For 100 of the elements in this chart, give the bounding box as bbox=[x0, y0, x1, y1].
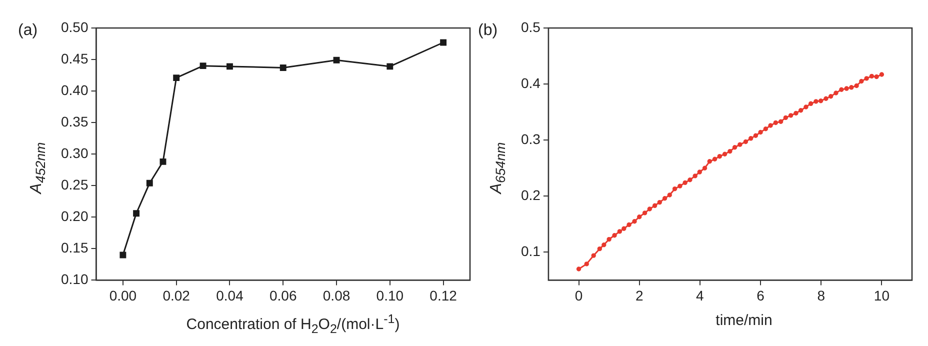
point bbox=[576, 266, 582, 272]
point bbox=[854, 83, 859, 88]
point bbox=[728, 148, 732, 154]
point bbox=[732, 145, 738, 150]
point bbox=[657, 200, 662, 205]
y-tick-label: 0.5 bbox=[520, 18, 541, 35]
point bbox=[280, 64, 286, 71]
point bbox=[869, 74, 874, 79]
point bbox=[622, 226, 626, 231]
point bbox=[591, 253, 596, 258]
point bbox=[712, 156, 718, 162]
y-tick-label: 0.2 bbox=[520, 186, 541, 203]
point bbox=[849, 85, 854, 90]
point bbox=[717, 154, 722, 159]
point bbox=[748, 136, 754, 141]
point bbox=[672, 186, 678, 192]
point bbox=[794, 110, 798, 116]
y-tick-label: 0.10 bbox=[61, 271, 88, 288]
point bbox=[768, 123, 773, 128]
point bbox=[879, 72, 884, 77]
point bbox=[692, 174, 698, 178]
point bbox=[636, 214, 642, 220]
point bbox=[773, 120, 778, 126]
point bbox=[788, 113, 794, 118]
point bbox=[804, 104, 808, 110]
point bbox=[839, 87, 844, 92]
point bbox=[652, 203, 658, 208]
x-tick-label: 2 bbox=[635, 287, 644, 304]
point bbox=[702, 166, 708, 170]
point bbox=[602, 242, 606, 248]
point bbox=[844, 86, 849, 91]
point bbox=[818, 98, 824, 104]
point bbox=[662, 196, 668, 201]
x-tick-label: 0.08 bbox=[322, 287, 350, 304]
point bbox=[798, 108, 804, 113]
point bbox=[824, 96, 828, 101]
point bbox=[783, 115, 788, 120]
point bbox=[778, 119, 784, 124]
x-tick-label: 0.04 bbox=[216, 287, 244, 304]
x-axis-title: Concentration of H$_{2}$O$_{2}$/(mol·L$^{-1}$) bbox=[185, 312, 401, 336]
point bbox=[808, 101, 814, 106]
x-tick-label: 10 bbox=[874, 287, 890, 304]
x-tick-label: 0.00 bbox=[109, 287, 137, 304]
point bbox=[874, 74, 879, 80]
point bbox=[688, 178, 692, 182]
point bbox=[738, 142, 742, 147]
point bbox=[834, 90, 838, 96]
point bbox=[133, 210, 140, 217]
point bbox=[146, 180, 153, 186]
x-tick-label: 0 bbox=[574, 287, 583, 304]
point bbox=[626, 222, 632, 228]
point bbox=[226, 63, 233, 70]
point bbox=[333, 56, 340, 64]
point bbox=[682, 180, 688, 186]
point bbox=[612, 233, 617, 238]
y-tick-label: 0.45 bbox=[61, 50, 88, 66]
y-tick-label: 0.35 bbox=[61, 113, 88, 130]
y-tick-label: 0.30 bbox=[61, 144, 88, 161]
point bbox=[753, 133, 758, 138]
point bbox=[743, 139, 748, 144]
x-axis-title: time/min bbox=[714, 312, 774, 329]
y-tick-label: 0.3 bbox=[520, 130, 541, 147]
point bbox=[758, 130, 763, 135]
point bbox=[763, 126, 768, 132]
x-tick-label: 8 bbox=[817, 287, 826, 304]
point bbox=[200, 62, 206, 70]
point bbox=[597, 246, 602, 252]
point bbox=[606, 236, 612, 242]
x-tick-label: 0.12 bbox=[430, 287, 458, 304]
y-tick-label: 0.20 bbox=[61, 208, 88, 224]
point bbox=[647, 206, 652, 212]
x-tick-label: 0.06 bbox=[270, 287, 297, 304]
x-tick-label: 4 bbox=[696, 287, 704, 304]
text: (a) bbox=[18, 22, 38, 40]
y-tick-label: 0.50 bbox=[61, 18, 88, 35]
point bbox=[707, 159, 712, 164]
y-tick-label: 0.25 bbox=[61, 176, 88, 192]
y-tick-label: 0.1 bbox=[520, 243, 541, 260]
point bbox=[632, 219, 637, 224]
x-tick-label: 0.10 bbox=[376, 287, 404, 304]
point bbox=[864, 76, 869, 81]
point bbox=[697, 170, 702, 174]
point bbox=[160, 158, 166, 165]
x-tick-label: 6 bbox=[756, 287, 765, 304]
x-tick-label: 0.02 bbox=[162, 287, 190, 304]
text: (b) bbox=[478, 22, 498, 40]
point bbox=[440, 39, 447, 46]
point bbox=[642, 210, 648, 216]
point bbox=[678, 184, 682, 188]
point bbox=[722, 152, 728, 156]
point bbox=[828, 94, 834, 99]
point bbox=[173, 74, 180, 82]
point bbox=[617, 229, 622, 234]
point bbox=[584, 262, 589, 266]
point bbox=[120, 252, 126, 258]
y-tick-label: 0.4 bbox=[520, 74, 541, 91]
y-tick-label: 0.15 bbox=[61, 240, 88, 256]
point bbox=[667, 192, 672, 198]
y-tick-label: 0.40 bbox=[61, 82, 88, 98]
point bbox=[386, 63, 394, 70]
